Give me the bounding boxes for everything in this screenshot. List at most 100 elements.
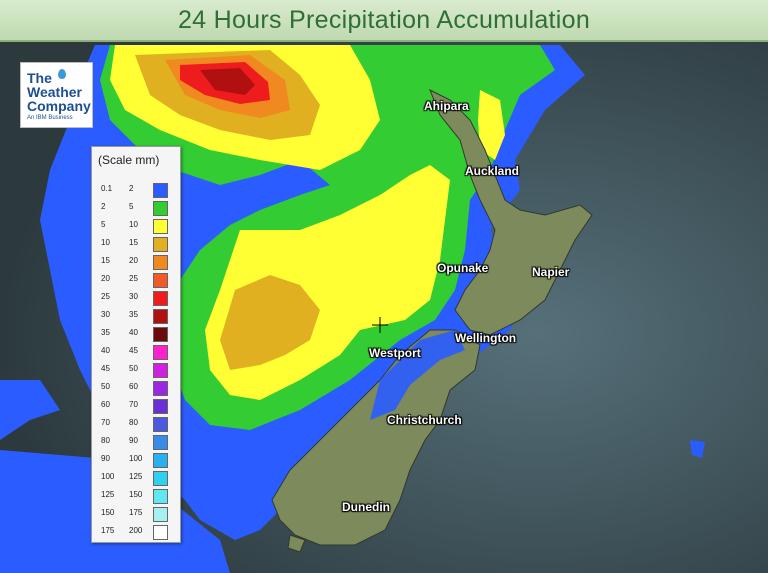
legend-row: 60 70 <box>92 397 180 414</box>
legend-max: 200 <box>129 526 143 535</box>
legend-row: 100 125 <box>92 469 180 486</box>
legend-min: 80 <box>101 436 110 445</box>
legend-row: 10 15 <box>92 235 180 252</box>
legend-row: 50 60 <box>92 379 180 396</box>
legend-swatch <box>153 255 168 270</box>
legend-swatch <box>153 219 168 234</box>
legend-max: 175 <box>129 508 143 517</box>
legend-row: 30 35 <box>92 307 180 324</box>
legend-max: 60 <box>129 382 138 391</box>
legend-min: 5 <box>101 220 106 229</box>
legend-min: 50 <box>101 382 110 391</box>
north-island <box>429 88 593 336</box>
legend-row: 20 25 <box>92 271 180 288</box>
precip-legend: (Scale mm) 0.1 2 2 5 5 10 10 15 15 20 20 25 25 30 30 35… <box>91 146 181 543</box>
legend-max: 2 <box>129 184 134 193</box>
legend-row: 45 50 <box>92 361 180 378</box>
legend-max: 20 <box>129 256 138 265</box>
city-label-napier: Napier <box>532 265 570 279</box>
legend-max: 150 <box>129 490 143 499</box>
weather-company-logo: The Weather Company An IBM Business <box>20 62 93 128</box>
precip-band-blue-west <box>0 380 60 440</box>
city-label-christchurch: Christchurch <box>387 413 462 427</box>
legend-min: 90 <box>101 454 110 463</box>
logo-line-2: Weather <box>27 84 82 100</box>
legend-max: 80 <box>129 418 138 427</box>
legend-swatch <box>153 381 168 396</box>
city-label-dunedin: Dunedin <box>342 500 390 514</box>
legend-max: 100 <box>129 454 143 463</box>
legend-max: 90 <box>129 436 138 445</box>
legend-row: 40 45 <box>92 343 180 360</box>
legend-min: 125 <box>101 490 115 499</box>
south-island <box>271 329 481 546</box>
legend-swatch <box>153 525 168 540</box>
stewart-island <box>287 534 306 553</box>
legend-max: 45 <box>129 346 138 355</box>
precip-band-yellow-north <box>478 90 505 160</box>
legend-row: 5 10 <box>92 217 180 234</box>
city-label-auckland: Auckland <box>465 164 520 178</box>
legend-swatch <box>153 345 168 360</box>
legend-min: 70 <box>101 418 110 427</box>
legend-swatch <box>153 291 168 306</box>
city-label-ahipara: Ahipara <box>424 99 469 113</box>
legend-max: 50 <box>129 364 138 373</box>
legend-swatch <box>153 453 168 468</box>
legend-max: 125 <box>129 472 143 481</box>
legend-min: 40 <box>101 346 110 355</box>
legend-min: 20 <box>101 274 110 283</box>
legend-max: 35 <box>129 310 138 319</box>
legend-max: 40 <box>129 328 138 337</box>
legend-swatch <box>153 399 168 414</box>
legend-row: 90 100 <box>92 451 180 468</box>
legend-row: 70 80 <box>92 415 180 432</box>
legend-min: 10 <box>101 238 110 247</box>
legend-row: 0.1 2 <box>92 181 180 198</box>
legend-row: 15 20 <box>92 253 180 270</box>
legend-row: 25 30 <box>92 289 180 306</box>
legend-swatch <box>153 201 168 216</box>
legend-min: 175 <box>101 526 115 535</box>
legend-swatch <box>153 363 168 378</box>
logo-line-3: Company <box>27 98 91 114</box>
legend-swatch <box>153 507 168 522</box>
legend-row: 125 150 <box>92 487 180 504</box>
legend-max: 10 <box>129 220 138 229</box>
legend-swatch <box>153 237 168 252</box>
legend-min: 25 <box>101 292 110 301</box>
map-title: 24 Hours Precipitation Accumulation <box>177 5 591 34</box>
city-label-wellington: Wellington <box>455 331 517 345</box>
legend-min: 2 <box>101 202 106 211</box>
legend-swatch <box>153 183 168 198</box>
title-bar: 24 Hours Precipitation Accumulation <box>0 0 768 42</box>
legend-swatch <box>153 417 168 432</box>
legend-min: 30 <box>101 310 110 319</box>
legend-min: 35 <box>101 328 110 337</box>
legend-row: 35 40 <box>92 325 180 342</box>
precip-band-dkred <box>200 68 255 95</box>
water-drop-icon <box>58 69 66 79</box>
legend-min: 150 <box>101 508 115 517</box>
legend-row: 80 90 <box>92 433 180 450</box>
legend-swatch <box>153 435 168 450</box>
legend-swatch <box>153 327 168 342</box>
legend-max: 70 <box>129 400 138 409</box>
precip-band-orange-south <box>220 275 320 370</box>
legend-max: 30 <box>129 292 138 301</box>
precip-overlay-land <box>370 330 465 420</box>
logo-line-1: The <box>27 70 52 86</box>
city-label-westport: Westport <box>369 346 421 360</box>
legend-min: 45 <box>101 364 110 373</box>
legend-min: 0.1 <box>101 184 113 193</box>
legend-swatch <box>153 309 168 324</box>
legend-min: 100 <box>101 472 115 481</box>
crosshair-marker <box>372 317 388 333</box>
legend-min: 15 <box>101 256 110 265</box>
legend-min: 60 <box>101 400 110 409</box>
logo-tagline: An IBM Business <box>27 115 73 121</box>
legend-swatch <box>153 471 168 486</box>
legend-swatch <box>153 489 168 504</box>
legend-swatch <box>153 273 168 288</box>
